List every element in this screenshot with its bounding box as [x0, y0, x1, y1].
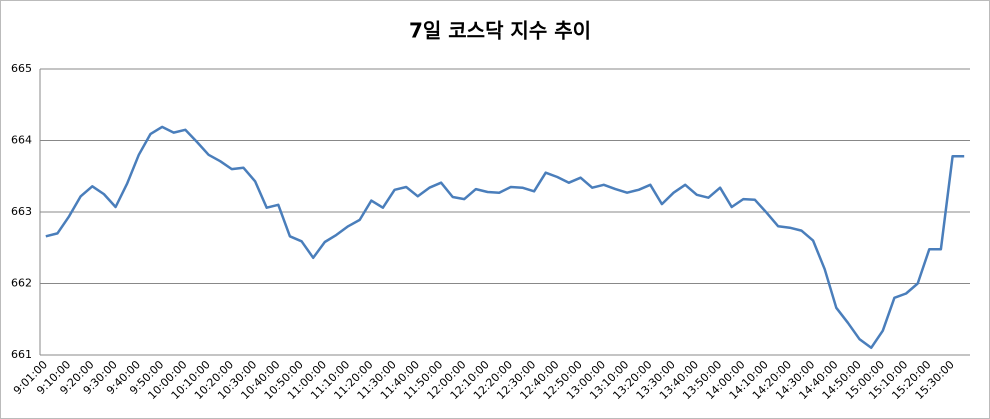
chart-title: 7일 코스닥 지수 추이 — [409, 19, 591, 43]
y-tick-label: 661 — [11, 348, 32, 361]
y-tick-label: 663 — [11, 205, 32, 218]
y-tick-label: 664 — [11, 134, 32, 147]
y-tick-label: 665 — [11, 62, 32, 75]
y-tick-label: 662 — [11, 277, 32, 290]
line-series — [45, 125, 965, 350]
